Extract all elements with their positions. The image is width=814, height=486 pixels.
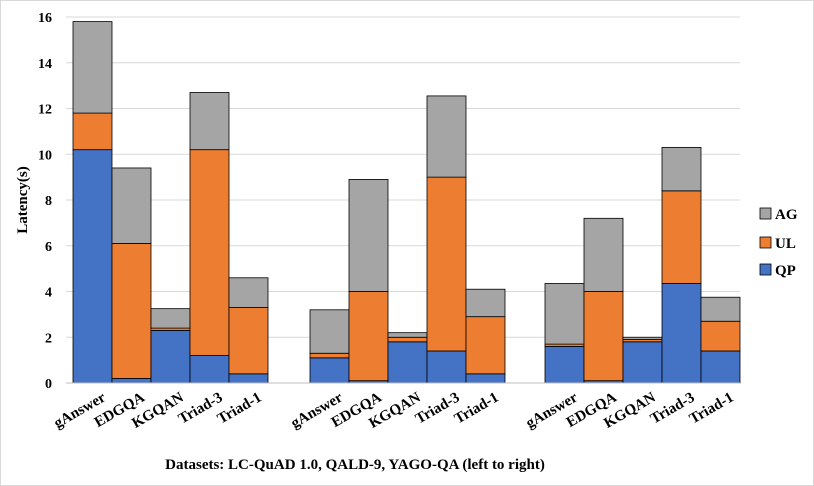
bars [72,21,741,384]
bar-segment-qp [111,378,152,384]
y-tick-label: 8 [45,194,52,209]
bar-segment-ul [465,316,506,375]
legend-label-ul: UL [775,236,796,252]
bar-segment-ul [228,307,269,375]
bar-segment-qp [228,373,269,384]
legend-swatch-ag [759,207,772,220]
legend-swatch-qp [759,263,772,276]
legend-label-qp: QP [775,263,796,279]
bar-segment-ul [72,112,113,151]
bar-segment-ul [583,291,624,382]
gridlines [66,16,740,338]
bar-segment-ag [387,332,428,338]
bar-segment-ag [111,167,152,244]
bar-segment-qp [426,350,467,384]
bar-segment-qp [661,283,702,384]
y-tick-label: 16 [38,11,52,26]
y-axis-title: Latency(s) [15,166,31,234]
bar-segment-ag [228,277,269,308]
x-category-label: Triad-3 [648,390,698,428]
bar-segment-ag [189,92,230,151]
y-tick-label: 14 [38,57,52,72]
bar-segment-ul [700,320,741,352]
y-axis-ticks: 0 2 4 6 8 10 12 14 16 [38,11,52,392]
bar-segment-qp [387,341,428,384]
bar-segment-ag [700,296,741,322]
bar-segment-ag [661,146,702,192]
bar-segment-ag [583,217,624,292]
legend: AG UL QP [759,207,798,279]
bar-segment-ag [622,336,663,340]
bar-segment-qp [622,341,663,384]
bar-segment-ag [465,288,506,318]
y-tick-label: 0 [45,377,52,392]
bar-segment-ul [309,352,350,359]
y-tick-label: 2 [45,331,52,346]
y-tick-label: 4 [45,286,52,301]
y-tick-label: 12 [38,103,52,118]
x-category-label: Triad-3 [413,390,463,428]
bar-segment-ul [189,149,230,356]
bar-segment-qp [150,329,191,384]
bar-segment-qp [189,355,230,384]
bar-segment-ag [309,309,350,354]
bar-segment-ul [426,176,467,352]
x-category-label: Triad-1 [452,390,502,428]
x-category-label: Triad-1 [687,390,737,428]
bar-segment-ag [426,95,467,178]
bar-segment-qp [544,345,585,384]
legend-label-ag: AG [775,207,798,223]
bar-segment-ul [348,291,389,382]
bar-segment-ul [387,336,428,343]
legend-swatch-ul [759,236,772,249]
bar-segment-qp [700,350,741,384]
y-tick-label: 6 [45,240,52,255]
bar-segment-qp [309,357,350,384]
bar-segment-ul [111,243,152,379]
y-tick-label: 10 [38,148,52,163]
bar-segment-ul [661,190,702,284]
bar-segment-qp [465,373,506,384]
x-axis-title: Datasets: LC-QuAD 1.0, QALD-9, YAGO-QA (… [165,457,545,473]
x-category-label: Triad-1 [215,390,265,428]
bar-segment-ag [72,21,113,114]
bar-segment-ag [348,179,389,292]
bar-segment-qp [72,149,113,384]
x-category-label: Triad-3 [176,390,226,428]
bar-segment-ag [544,283,585,345]
bar-segment-ag [150,308,191,329]
